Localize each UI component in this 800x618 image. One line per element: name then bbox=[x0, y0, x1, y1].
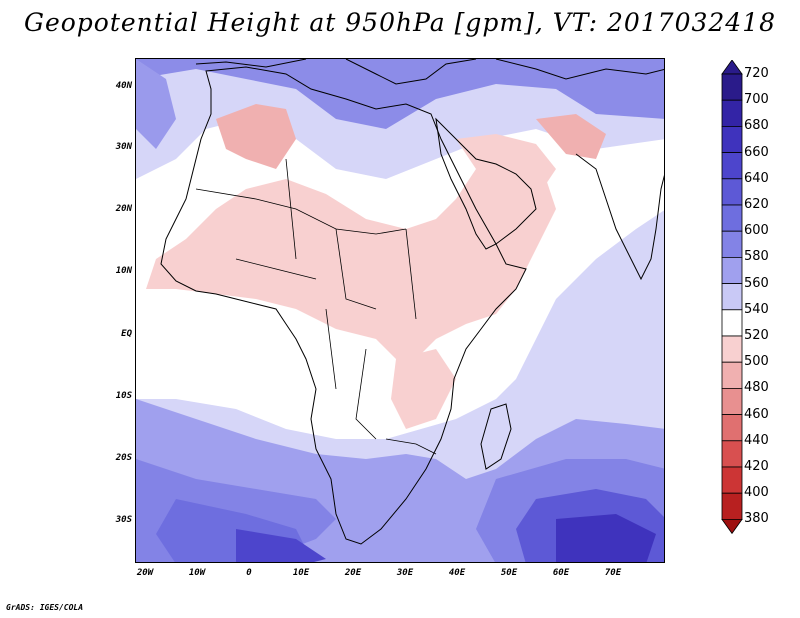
colorbar-label-600: 600 bbox=[744, 223, 769, 239]
country-borders bbox=[195, 158, 437, 455]
atlas-field bbox=[216, 104, 296, 169]
lat-label-eq: EQ bbox=[121, 329, 132, 339]
colorbar-cell-540 bbox=[721, 309, 743, 337]
southern-band-4 bbox=[236, 529, 326, 562]
lat-label-20s: 20S bbox=[115, 453, 132, 463]
arabia-field bbox=[456, 134, 556, 199]
colorbar-cell-680 bbox=[721, 126, 743, 154]
lon-label-70e: 70E bbox=[604, 568, 622, 578]
colorbar-cell-620 bbox=[721, 204, 743, 232]
colorbar-cell-420 bbox=[721, 466, 743, 494]
colorbar-cell-660 bbox=[721, 152, 743, 180]
colorbar-cell-520 bbox=[721, 335, 743, 363]
lon-label-50e: 50E bbox=[500, 568, 518, 578]
lon-label-10e: 10E bbox=[292, 568, 310, 578]
colorbar-label-560: 560 bbox=[744, 275, 769, 291]
lon-label-40e: 40E bbox=[448, 568, 466, 578]
map-panel bbox=[135, 58, 665, 563]
lon-label-30e: 30E bbox=[396, 568, 414, 578]
lat-label-30n: 30N bbox=[115, 142, 132, 152]
east-africa-field bbox=[391, 349, 456, 429]
colorbar-cell-480 bbox=[721, 387, 743, 415]
colorbar-label-660: 660 bbox=[744, 144, 769, 160]
lon-label-20e: 20E bbox=[344, 568, 362, 578]
colorbar-label-380: 380 bbox=[744, 511, 769, 527]
colorbar bbox=[721, 60, 743, 535]
colorbar-label-460: 460 bbox=[744, 406, 769, 422]
colorbar-label-720: 720 bbox=[744, 66, 769, 81]
colorbar-cell-400 bbox=[721, 492, 743, 520]
colorbar-cell-460 bbox=[721, 414, 743, 442]
lon-label-20w: 20W bbox=[136, 568, 154, 578]
colorbar-label-500: 500 bbox=[744, 354, 769, 370]
lat-label-40n: 40N bbox=[115, 81, 132, 91]
lat-label-30s: 30S bbox=[115, 515, 132, 525]
madagascar bbox=[480, 403, 512, 470]
colorbar-label-580: 580 bbox=[744, 249, 769, 265]
colorbar-label-640: 640 bbox=[744, 170, 769, 186]
mediterranean-field bbox=[136, 59, 664, 129]
lon-label-0: 0 bbox=[246, 568, 252, 578]
iran-field bbox=[536, 114, 606, 159]
colorbar-cell-500 bbox=[721, 361, 743, 389]
colorbar-bottom-arrow bbox=[721, 518, 743, 535]
colorbar-label-700: 700 bbox=[744, 92, 769, 108]
colorbar-cell-600 bbox=[721, 230, 743, 258]
colorbar-cell-640 bbox=[721, 178, 743, 206]
europe-coastline bbox=[195, 59, 664, 85]
colorbar-label-400: 400 bbox=[744, 485, 769, 501]
colorbar-label-620: 620 bbox=[744, 197, 769, 212]
colorbar-label-680: 680 bbox=[744, 118, 769, 134]
colorbar-label-480: 480 bbox=[744, 380, 769, 396]
colorbar-label-440: 440 bbox=[744, 432, 769, 448]
india-coastline bbox=[575, 153, 664, 281]
sahel-field bbox=[146, 159, 556, 359]
colorbar-cell-720 bbox=[721, 73, 743, 101]
lat-label-10n: 10N bbox=[115, 266, 132, 276]
map-canvas bbox=[136, 59, 664, 562]
chart-title: Geopotential Height at 950hPa [gpm], VT:… bbox=[23, 8, 777, 37]
northwest-field bbox=[136, 59, 176, 149]
lat-label-20n: 20N bbox=[115, 204, 132, 214]
colorbar-top-arrow bbox=[721, 60, 743, 75]
colorbar-cell-560 bbox=[721, 283, 743, 311]
colorbar-cell-440 bbox=[721, 440, 743, 468]
lon-label-10w: 10W bbox=[188, 568, 206, 578]
credit-text: GrADS: IGES/COLA bbox=[6, 603, 84, 612]
colorbar-cell-700 bbox=[721, 99, 743, 127]
colorbar-label-420: 420 bbox=[744, 459, 769, 474]
arabia-coastline bbox=[435, 117, 537, 250]
colorbar-label-540: 540 bbox=[744, 301, 769, 317]
colorbar-label-520: 520 bbox=[744, 328, 769, 343]
lat-label-10s: 10S bbox=[115, 391, 132, 401]
colorbar-cell-580 bbox=[721, 256, 743, 284]
africa-coastline bbox=[160, 66, 527, 545]
southern-band-7 bbox=[556, 514, 656, 562]
lon-label-60e: 60E bbox=[552, 568, 570, 578]
